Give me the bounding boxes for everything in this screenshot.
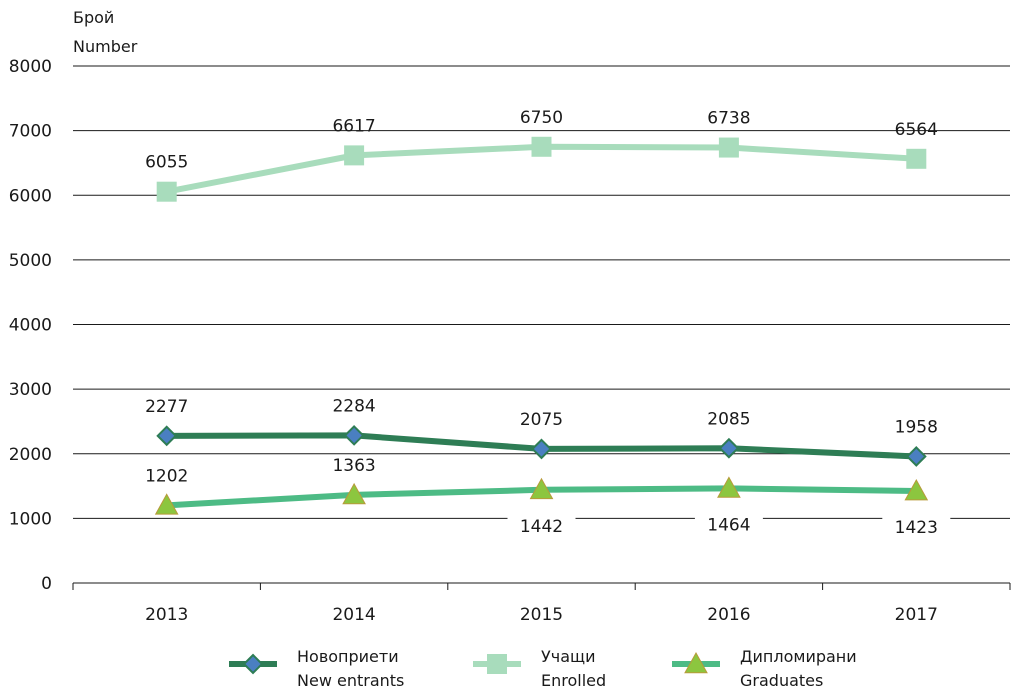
data-label-graduates: 1464 bbox=[707, 515, 750, 535]
data-label-graduates: 1363 bbox=[332, 456, 375, 476]
data-label-graduates: 1442 bbox=[520, 517, 563, 537]
y-tick-label: 2000 bbox=[9, 445, 52, 465]
data-label-enrolled: 6564 bbox=[895, 120, 938, 140]
gridlines bbox=[73, 65, 1010, 584]
x-tick-label: 2016 bbox=[707, 605, 750, 625]
data-point-new-entrants bbox=[156, 425, 178, 447]
data-point-graduates bbox=[154, 493, 179, 515]
legend: Новоприети New entrants Учащи Enrolled Дипло… bbox=[229, 647, 857, 690]
y-axis-title-line-2: Number bbox=[73, 37, 138, 56]
data-point-new-entrants bbox=[905, 446, 927, 467]
legend-item-enrolled: Учащи Enrolled bbox=[473, 647, 606, 690]
data-label-enrolled: 6750 bbox=[520, 108, 563, 128]
legend-item-graduates: Дипломирани Graduates bbox=[672, 647, 857, 690]
data-point-graduates bbox=[342, 482, 366, 505]
legend-label-graduates-bg: Дипломирани bbox=[740, 647, 857, 666]
y-tick-label: 4000 bbox=[9, 316, 52, 336]
data-label-enrolled: 6617 bbox=[332, 116, 375, 136]
legend-label-new-entrants-bg: Новоприети bbox=[297, 647, 399, 666]
data-label-background bbox=[882, 515, 951, 540]
data-label-new-entrants: 2284 bbox=[332, 396, 375, 416]
data-label-new-entrants: 2085 bbox=[707, 409, 750, 429]
data-label-graduates: 1202 bbox=[145, 466, 188, 486]
data-label-new-entrants: 2277 bbox=[145, 397, 188, 417]
x-tick-label: 2014 bbox=[332, 605, 375, 625]
data-label-enrolled: 6055 bbox=[145, 153, 188, 173]
y-tick-label: 1000 bbox=[9, 509, 52, 529]
y-tick-label: 5000 bbox=[9, 251, 52, 271]
data-labels: 2277 2284 2075 2085 1958 6055 6617 6750 6738 6564… bbox=[145, 108, 951, 540]
data-point-enrolled bbox=[531, 136, 552, 157]
data-point-new-entrants bbox=[718, 437, 740, 459]
legend-marker-enrolled bbox=[487, 654, 507, 674]
y-tick-label: 6000 bbox=[9, 186, 52, 206]
data-label-graduates: 1423 bbox=[895, 518, 938, 538]
x-tick-label: 2013 bbox=[145, 605, 188, 625]
data-point-new-entrants bbox=[343, 424, 365, 446]
legend-label-new-entrants-en: New entrants bbox=[297, 671, 404, 690]
legend-label-enrolled-bg: Учащи bbox=[541, 647, 595, 666]
legend-item-new-entrants: Новоприети New entrants bbox=[229, 647, 404, 690]
data-point-enrolled bbox=[156, 181, 177, 202]
data-point-graduates bbox=[529, 477, 554, 500]
legend-label-graduates-en: Graduates bbox=[740, 671, 823, 690]
y-tick-label: 3000 bbox=[9, 380, 52, 400]
y-tick-label: 7000 bbox=[9, 122, 52, 142]
y-axis: Брой Number 0 1000 2000 3000 4000 5000 6000 700… bbox=[9, 8, 138, 594]
y-tick-label: 0 bbox=[41, 574, 52, 594]
x-tick-label: 2017 bbox=[895, 605, 938, 625]
data-label-new-entrants: 1958 bbox=[895, 417, 938, 437]
x-tick-label: 2015 bbox=[520, 605, 563, 625]
data-label-new-entrants: 2075 bbox=[520, 410, 563, 430]
legend-marker-graduates bbox=[684, 651, 708, 674]
y-axis-title-line-1: Брой bbox=[73, 8, 114, 27]
data-point-graduates bbox=[717, 476, 741, 498]
data-point-enrolled bbox=[906, 148, 927, 169]
legend-marker-new-entrants bbox=[242, 653, 264, 675]
y-tick-label: 8000 bbox=[9, 57, 52, 77]
series-layer bbox=[154, 136, 929, 515]
data-point-new-entrants bbox=[531, 438, 552, 460]
data-point-enrolled bbox=[344, 145, 365, 166]
legend-label-enrolled-en: Enrolled bbox=[541, 671, 606, 690]
data-label-background bbox=[507, 513, 576, 538]
data-label-background bbox=[694, 512, 763, 537]
data-point-graduates bbox=[904, 479, 929, 501]
x-axis: 2013 2014 2015 2016 2017 bbox=[72, 583, 1011, 625]
data-label-enrolled: 6738 bbox=[707, 109, 750, 129]
data-point-enrolled bbox=[718, 137, 739, 158]
